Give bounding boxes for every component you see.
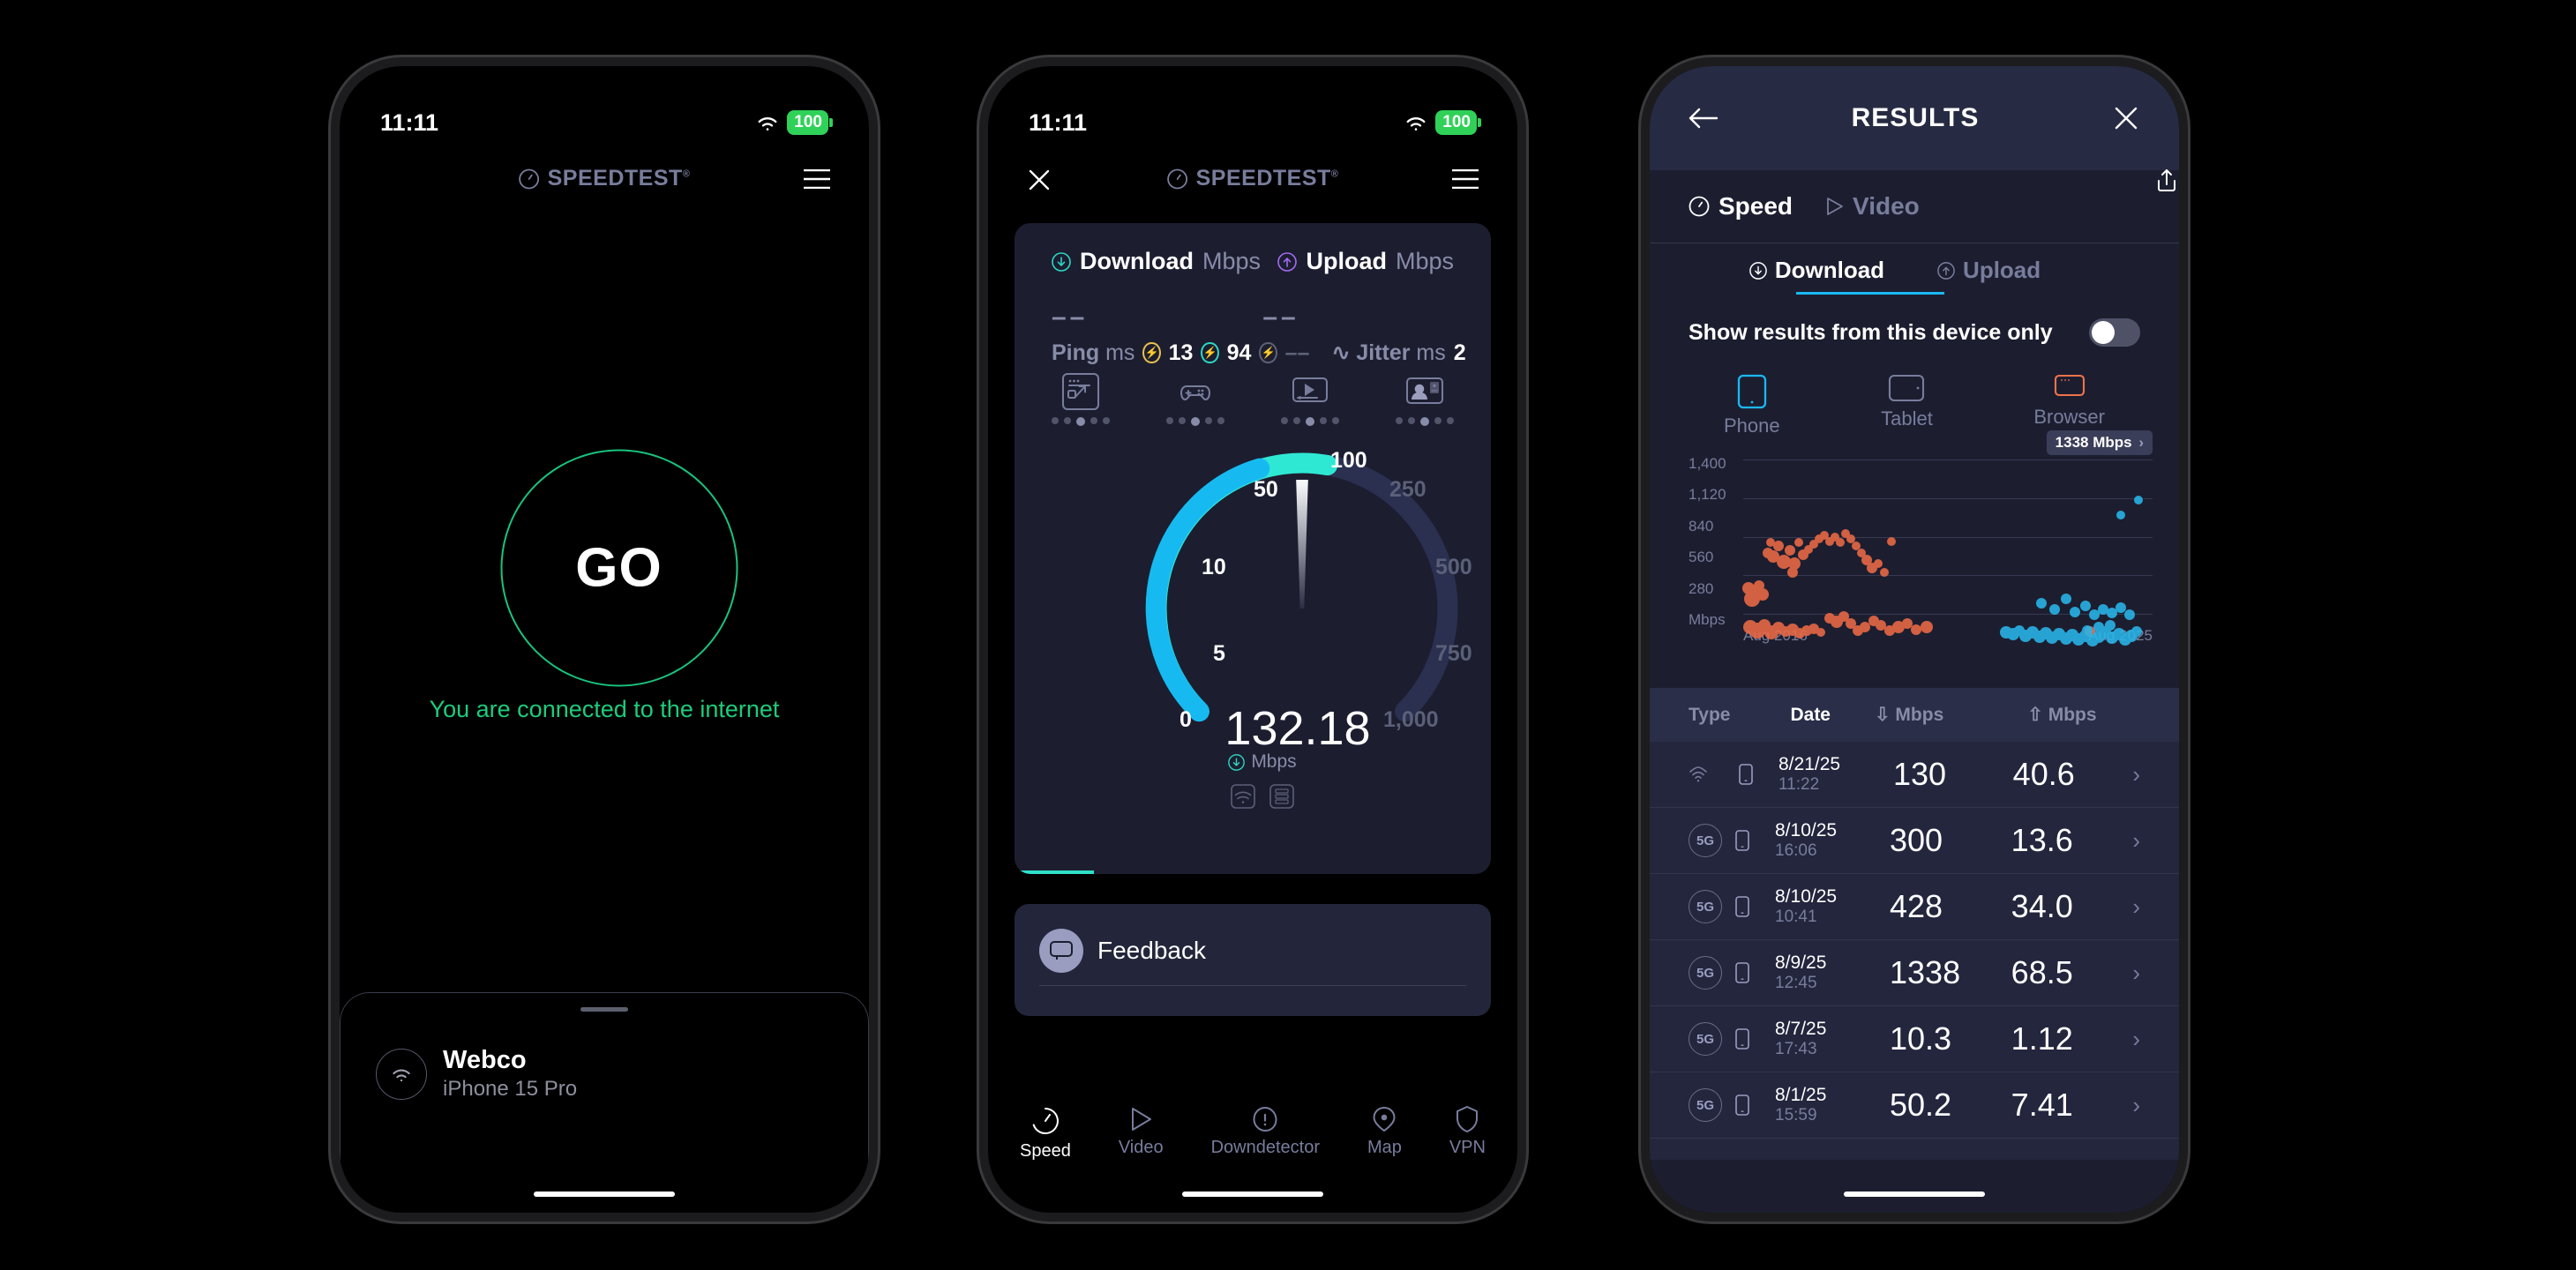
svg-text:500: 500 <box>1435 555 1472 579</box>
svg-text:250: 250 <box>1389 477 1427 502</box>
svg-text:10: 10 <box>1202 555 1226 579</box>
svg-text:750: 750 <box>1435 641 1472 666</box>
svg-text:5: 5 <box>1213 641 1225 666</box>
svg-text:100: 100 <box>1330 448 1367 473</box>
svg-text:50: 50 <box>1254 477 1278 502</box>
